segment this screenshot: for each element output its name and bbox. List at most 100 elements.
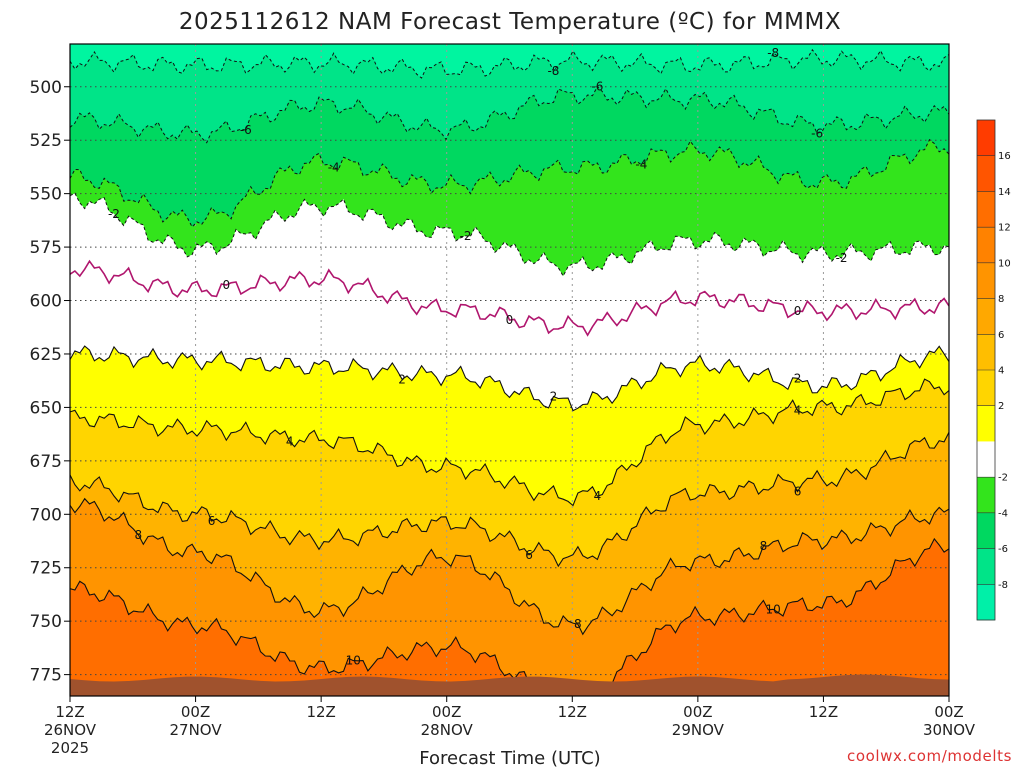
y-tick-label-775: 775 <box>30 666 62 686</box>
contour-label-text: 2 <box>794 371 802 385</box>
contour-line--8 <box>70 48 949 79</box>
contour-label-text: -6 <box>240 123 252 137</box>
contour-line-10 <box>70 537 949 696</box>
contour-label-8: 8 <box>760 539 768 553</box>
contour-label-10: 10 <box>766 602 781 616</box>
surface-fill <box>70 674 949 696</box>
y-tick-label-550: 550 <box>30 185 62 205</box>
x-tick-hour-1: 00Z <box>181 703 210 721</box>
contour-label-text: 10 <box>346 654 361 668</box>
contour-label-text: -4 <box>328 160 340 174</box>
colorbar: 16 14 12 10 8 6 4 2 -2 -4 -6 -8 <box>976 119 1011 621</box>
colorbar-segment-2 <box>977 191 995 228</box>
x-tick-date-0: 26NOV <box>44 721 97 739</box>
x-tick-hour-0: 12Z <box>55 703 84 721</box>
x-tick-hour-3: 00Z <box>432 703 461 721</box>
y-tick-label-525: 525 <box>30 131 62 151</box>
contour-label--2: -2 <box>108 207 120 221</box>
colorbar-segment-8 <box>977 405 995 442</box>
contour-label-text: -2 <box>108 207 120 221</box>
x-tick-date-7: 30NOV <box>923 721 976 739</box>
y-tick-label-650: 650 <box>30 398 62 418</box>
colorbar-label-4: 4 <box>998 366 1004 377</box>
colorbar-label-2: 2 <box>998 401 1004 412</box>
colorbar-label--2: -2 <box>998 473 1008 484</box>
colorbar-segment-0 <box>977 120 995 157</box>
contour-label-4: 4 <box>594 489 602 503</box>
contour-label-text: 10 <box>766 602 781 616</box>
contour-label-text: -8 <box>547 64 559 78</box>
x-tick-hour-2: 12Z <box>306 703 335 721</box>
plot-frame <box>69 43 950 697</box>
contour-label-6: 6 <box>525 548 533 562</box>
colorbar-label-10: 10 <box>998 258 1011 269</box>
contour-label-text: -4 <box>635 158 647 172</box>
contour-label-0: 0 <box>506 313 514 327</box>
contour-label-text: -6 <box>811 126 823 140</box>
contour-label-text: 2 <box>398 372 406 386</box>
band-above--8 <box>70 44 949 78</box>
colorbar-segment-12 <box>977 548 995 585</box>
y-tick-label-700: 700 <box>30 505 62 525</box>
contour-line--4 <box>70 138 949 228</box>
colorbar-segment-3 <box>977 227 995 264</box>
contour-labels: -8 -8 -6 -6 -6 -4 -4 -2 -2 -2 0 0 0 2 2 2 4 4 4 6 6 6 8 8 8 10 10 <box>108 46 848 668</box>
colorbar-label--6: -6 <box>998 544 1008 555</box>
colorbar-segment-6 <box>977 334 995 371</box>
contour-label-2: 2 <box>550 390 558 404</box>
y-tick-label-575: 575 <box>30 238 62 258</box>
contour-label-0: 0 <box>222 278 230 292</box>
x-tick-hour-7: 00Z <box>934 703 963 721</box>
contour-label-text: 4 <box>286 435 294 449</box>
y-axis: 500 525 550 575 600 625 650 675 700 725 750 775 <box>30 78 70 686</box>
contour-label-8: 8 <box>574 617 582 631</box>
colorbar-label--4: -4 <box>998 508 1008 519</box>
contour-label-0: 0 <box>794 304 802 318</box>
x-tick-date-1: 27NOV <box>170 721 223 739</box>
x-tick-date-3: 28NOV <box>421 721 474 739</box>
contour-label-text: 4 <box>594 489 602 503</box>
contour-label-6: 6 <box>208 514 216 528</box>
x-tick-date-5: 29NOV <box>672 721 725 739</box>
contour-label--6: -6 <box>240 123 252 137</box>
terrain-surface <box>70 674 949 696</box>
contour-label-text: 0 <box>794 304 802 318</box>
colorbar-segment-7 <box>977 370 995 407</box>
contour-lines <box>70 48 949 696</box>
contour-line-8 <box>70 497 949 636</box>
x-tick-hour-6: 12Z <box>809 703 838 721</box>
contour-label--8: -8 <box>547 64 559 78</box>
contour-label--6: -6 <box>811 126 823 140</box>
contour-line-4 <box>70 378 949 507</box>
contour-line-6 <box>70 432 949 568</box>
contour-line--6 <box>70 85 949 144</box>
contour-label-text: 4 <box>794 403 802 417</box>
contour-label-text: 8 <box>135 528 143 542</box>
colorbar-label-14: 14 <box>998 187 1011 198</box>
contour-label-text: -2 <box>460 229 472 243</box>
contour-line-0 <box>70 259 949 337</box>
credit-text: coolwx.com/modelts <box>847 747 1012 765</box>
y-tick-label-750: 750 <box>30 612 62 632</box>
contour-label-text: -2 <box>836 251 848 265</box>
x-tick-year-0: 2025 <box>51 739 89 757</box>
contour-label-text: 0 <box>506 313 514 327</box>
contour-label-text: 8 <box>760 539 768 553</box>
colorbar-segment-9 <box>977 441 995 478</box>
contour-label--2: -2 <box>836 251 848 265</box>
colorbar-segment-13 <box>977 584 995 621</box>
contour-label-10: 10 <box>346 654 361 668</box>
contour-label-text: 6 <box>208 514 216 528</box>
contour-label-text: 2 <box>550 390 558 404</box>
contour-label-8: 8 <box>135 528 143 542</box>
contour-label-text: -8 <box>767 46 779 60</box>
colorbar-segment-5 <box>977 298 995 335</box>
contour-label-text: 8 <box>574 617 582 631</box>
contour-label-text: 0 <box>222 278 230 292</box>
contour-line-2 <box>70 345 949 412</box>
x-tick-hour-5: 00Z <box>683 703 712 721</box>
colorbar-label-16: 16 <box>998 151 1011 162</box>
y-tick-label-675: 675 <box>30 452 62 472</box>
y-tick-label-625: 625 <box>30 345 62 365</box>
